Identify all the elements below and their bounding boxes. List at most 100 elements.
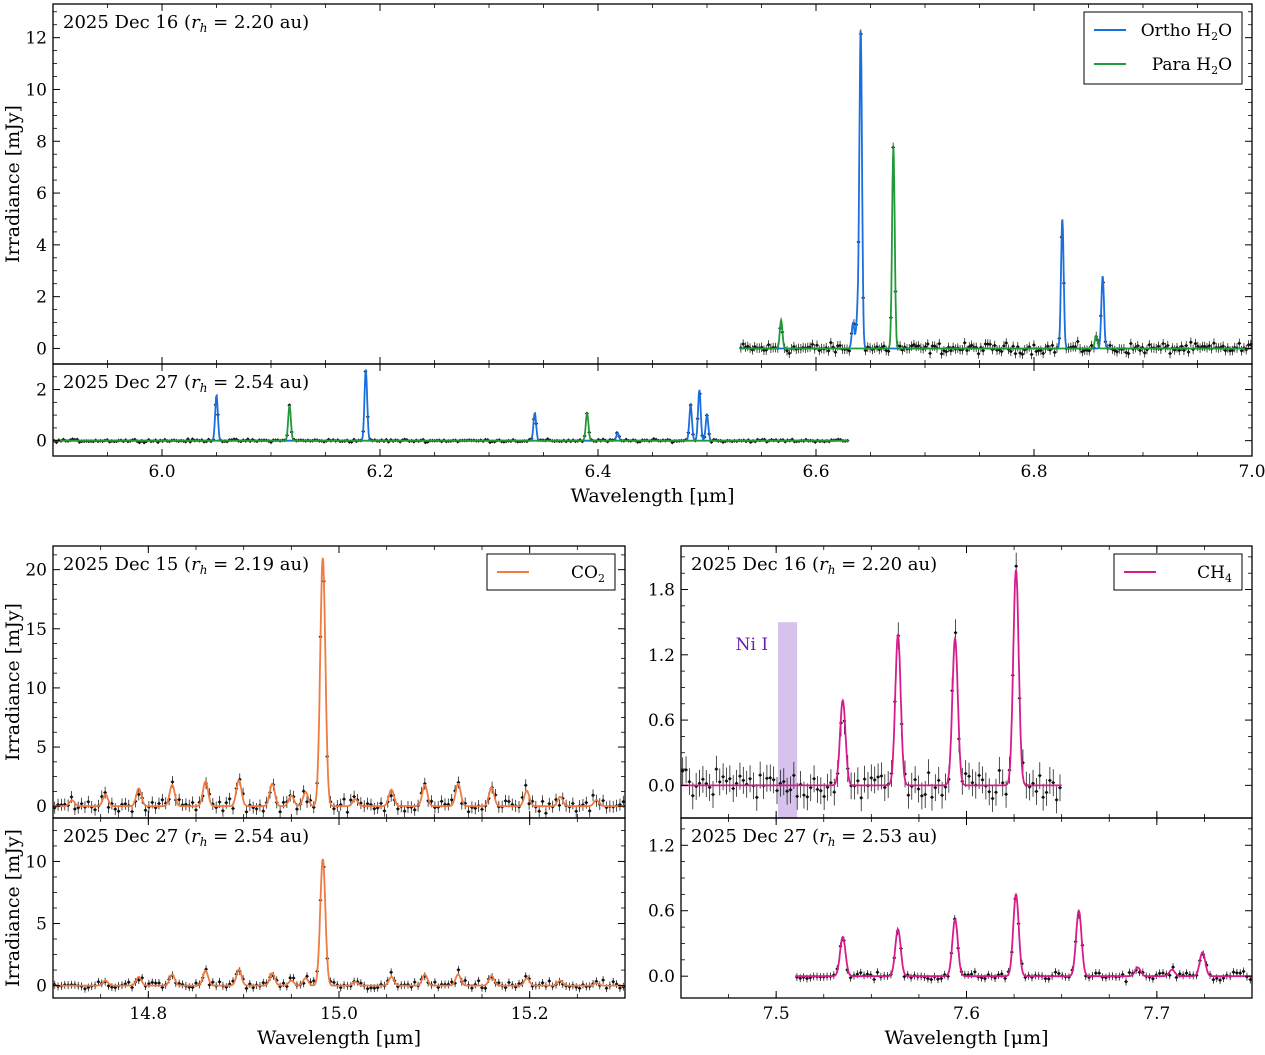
- x-tick-label: 7.0: [1238, 462, 1265, 482]
- data-point: [1046, 976, 1051, 981]
- data-point: [402, 809, 407, 814]
- data-point: [928, 351, 933, 356]
- data-point: [224, 800, 229, 805]
- x-tick-label: 7.5: [763, 1004, 790, 1024]
- data-point: [935, 977, 940, 982]
- data-point: [714, 767, 719, 772]
- data-point: [916, 787, 921, 791]
- data-point: [939, 976, 944, 981]
- data-point: [1041, 351, 1046, 356]
- y-tick-label: 15: [25, 620, 47, 640]
- data-point: [937, 341, 942, 346]
- model-line-series-2: [739, 146, 1252, 350]
- data-point: [244, 986, 249, 991]
- data-point: [469, 986, 474, 991]
- data-point: [86, 799, 91, 804]
- data-point: [342, 797, 347, 802]
- data-point: [1234, 970, 1239, 975]
- data-point: [601, 798, 606, 803]
- data-point: [463, 978, 468, 983]
- data-point: [439, 799, 444, 804]
- data-point: [537, 809, 542, 814]
- data-point: [523, 783, 528, 788]
- data-point: [126, 980, 131, 985]
- data-point: [832, 790, 837, 795]
- chart-panel-3: 0 5 10 15 20 2025 Dec 15 (rh = 2.19 au) Irradi…: [2, 545, 626, 819]
- data-point: [717, 779, 722, 784]
- data-point: [913, 777, 918, 782]
- data-point: [1124, 979, 1129, 984]
- data-point: [1218, 978, 1223, 983]
- panel-title: 2025 Dec 27 (rh = 2.54 au): [63, 826, 309, 849]
- data-point: [766, 342, 771, 347]
- data-point: [993, 790, 998, 795]
- data-point: [980, 777, 985, 782]
- data-point: [999, 971, 1004, 976]
- data-point: [1150, 976, 1155, 981]
- data-point: [372, 986, 377, 991]
- data-point: [833, 350, 838, 355]
- data-point: [828, 780, 833, 785]
- model-line-series-1: [795, 892, 1252, 978]
- plot-area: [53, 557, 625, 818]
- data-point: [822, 794, 827, 799]
- data-point: [1184, 343, 1189, 348]
- data-point: [768, 775, 773, 780]
- data-point: [863, 348, 868, 353]
- data-point: [775, 788, 779, 793]
- data-point: [1029, 352, 1034, 357]
- data-point: [1193, 341, 1198, 346]
- data-point: [1004, 341, 1009, 346]
- y-axis-label: Irradiance [mJy]: [2, 603, 24, 761]
- data-point: [331, 806, 336, 811]
- y-axis-label: Irradiance [mJy]: [2, 829, 24, 987]
- legend-label: CH4​: [1197, 563, 1232, 585]
- y-tick-label: 1.8: [648, 581, 675, 601]
- x-axis-label: Wavelength [μm]: [570, 485, 734, 507]
- data-point: [480, 807, 484, 812]
- data-point: [721, 774, 726, 779]
- plot-area: [681, 552, 1062, 818]
- plot-area: [53, 369, 850, 445]
- data-point: [1003, 976, 1008, 981]
- data-point: [395, 806, 400, 811]
- data-point: [547, 979, 552, 983]
- data-point: [858, 970, 863, 975]
- data-point: [987, 789, 992, 794]
- data-point: [855, 972, 860, 977]
- data-point: [1211, 977, 1216, 982]
- data-point: [389, 970, 394, 975]
- data-point: [557, 803, 562, 808]
- data-point: [967, 774, 972, 779]
- y-tick-label: 10: [25, 852, 47, 872]
- data-point: [681, 768, 685, 773]
- data-point: [217, 800, 222, 805]
- data-point: [543, 811, 548, 816]
- data-point: [879, 773, 884, 778]
- y-tick-label: 1.2: [648, 646, 675, 666]
- data-point: [812, 776, 817, 781]
- data-point: [278, 809, 283, 814]
- data-point: [690, 793, 695, 798]
- data-point: [547, 801, 552, 806]
- x-tick-label: 7.6: [953, 1004, 980, 1024]
- data-point: [412, 807, 417, 812]
- data-point: [194, 807, 198, 812]
- data-point: [365, 801, 370, 806]
- data-point: [826, 348, 831, 353]
- y-tick-label: 0.6: [648, 902, 675, 922]
- data-point: [798, 976, 803, 981]
- plot-area: [794, 892, 1252, 986]
- data-point: [969, 972, 974, 977]
- data-point: [875, 970, 880, 975]
- y-tick-label: 5: [36, 915, 47, 935]
- x-tick-label: 6.8: [1020, 462, 1047, 482]
- data-point: [1013, 351, 1018, 356]
- data-point: [1142, 350, 1147, 355]
- data-point: [828, 340, 833, 345]
- data-point: [737, 774, 742, 779]
- data-point: [1186, 350, 1191, 354]
- data-point: [540, 799, 545, 804]
- data-point: [1020, 352, 1025, 357]
- data-point: [160, 797, 165, 802]
